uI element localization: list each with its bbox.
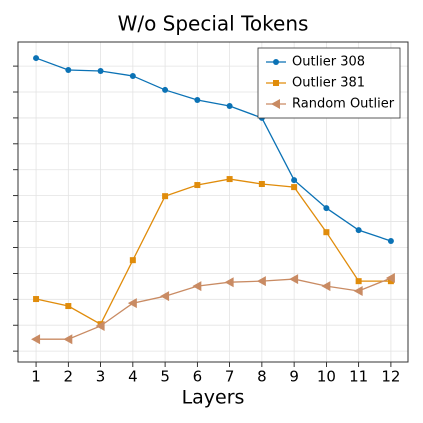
series-line bbox=[36, 277, 392, 340]
marker bbox=[127, 298, 137, 309]
marker bbox=[355, 278, 362, 285]
marker bbox=[33, 296, 40, 303]
x-tick-label: 6 bbox=[193, 368, 203, 386]
marker bbox=[273, 80, 279, 86]
x-axis-label: Layers bbox=[182, 387, 245, 409]
marker bbox=[97, 68, 104, 75]
marker bbox=[385, 273, 395, 284]
marker bbox=[355, 227, 362, 234]
marker bbox=[353, 286, 363, 297]
marker bbox=[31, 334, 41, 345]
x-tick-label: 9 bbox=[289, 368, 299, 386]
marker bbox=[160, 291, 170, 302]
marker bbox=[226, 176, 233, 183]
x-tick-label: 12 bbox=[381, 368, 400, 386]
marker bbox=[95, 320, 105, 331]
marker bbox=[289, 274, 299, 285]
marker bbox=[129, 257, 136, 264]
marker bbox=[194, 97, 201, 104]
x-tick-label: 2 bbox=[64, 368, 74, 386]
x-tick-label: 10 bbox=[317, 368, 336, 386]
series-line bbox=[35, 57, 392, 242]
x-tick-label: 1 bbox=[31, 368, 41, 386]
marker bbox=[33, 55, 40, 62]
marker bbox=[258, 180, 265, 187]
plot-frame bbox=[17, 41, 409, 363]
marker bbox=[387, 237, 394, 244]
marker bbox=[63, 334, 73, 345]
marker bbox=[162, 193, 169, 200]
marker bbox=[129, 72, 136, 79]
marker bbox=[387, 278, 394, 285]
marker bbox=[65, 303, 72, 310]
marker bbox=[162, 86, 169, 93]
x-tick-label: 3 bbox=[96, 368, 106, 386]
x-tick-label: 8 bbox=[257, 368, 267, 386]
chart-title: W/o Special Tokens bbox=[118, 12, 309, 36]
marker bbox=[194, 182, 201, 189]
legend-label: Random Outlier bbox=[292, 97, 395, 112]
marker bbox=[256, 276, 266, 287]
marker bbox=[291, 184, 298, 191]
marker bbox=[273, 59, 279, 65]
marker bbox=[226, 103, 233, 109]
marker bbox=[291, 177, 298, 184]
legend-label: Outlier 381 bbox=[292, 76, 365, 91]
series-line bbox=[35, 178, 391, 326]
x-tick-label: 7 bbox=[225, 368, 235, 386]
x-tick-label: 4 bbox=[128, 368, 138, 386]
marker bbox=[65, 66, 72, 73]
x-tick-label: 5 bbox=[160, 368, 170, 386]
marker bbox=[323, 229, 330, 236]
marker bbox=[224, 277, 234, 288]
marker bbox=[321, 281, 331, 292]
legend-label: Outlier 308 bbox=[292, 55, 365, 70]
marker bbox=[323, 205, 330, 212]
x-tick-label: 11 bbox=[349, 368, 368, 386]
marker bbox=[192, 281, 202, 292]
marker bbox=[271, 99, 280, 109]
